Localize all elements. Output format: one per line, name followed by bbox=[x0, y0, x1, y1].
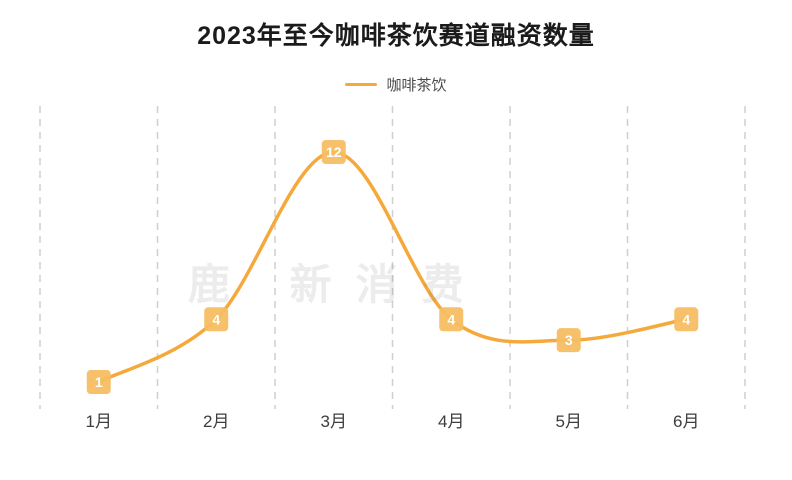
x-tick-label: 1月 bbox=[86, 412, 112, 431]
data-label-box bbox=[674, 307, 699, 332]
chart-area: 鹿 新消费 1 4 12 4 3 4 1月 2月 3月 4月 5月 6月 bbox=[0, 99, 792, 444]
x-tick-label: 5月 bbox=[556, 412, 582, 431]
data-label-text: 1 bbox=[95, 374, 103, 390]
data-label-text: 12 bbox=[326, 144, 342, 160]
x-tick-label: 4月 bbox=[438, 412, 464, 431]
data-label-box bbox=[86, 370, 111, 394]
data-label-text: 4 bbox=[447, 311, 455, 327]
legend-line-swatch bbox=[345, 83, 378, 86]
data-label-box bbox=[321, 140, 346, 164]
line-chart-svg: 1 4 12 4 3 4 1月 2月 3月 4月 5月 6月 bbox=[39, 106, 746, 431]
data-label-text: 3 bbox=[565, 332, 573, 348]
data-label-text: 4 bbox=[682, 311, 690, 327]
data-label-box bbox=[556, 328, 581, 353]
data-label-box bbox=[204, 307, 229, 332]
legend[interactable]: 咖啡茶饮 bbox=[0, 74, 792, 95]
legend-label: 咖啡茶饮 bbox=[386, 77, 447, 94]
chart-title: 2023年至今咖啡茶饮赛道融资数量 bbox=[197, 22, 595, 50]
x-tick-label: 3月 bbox=[321, 412, 347, 431]
data-label-text: 4 bbox=[212, 311, 220, 327]
x-tick-label: 6月 bbox=[673, 412, 699, 431]
data-label-box bbox=[439, 307, 464, 332]
x-tick-label: 2月 bbox=[203, 412, 229, 431]
